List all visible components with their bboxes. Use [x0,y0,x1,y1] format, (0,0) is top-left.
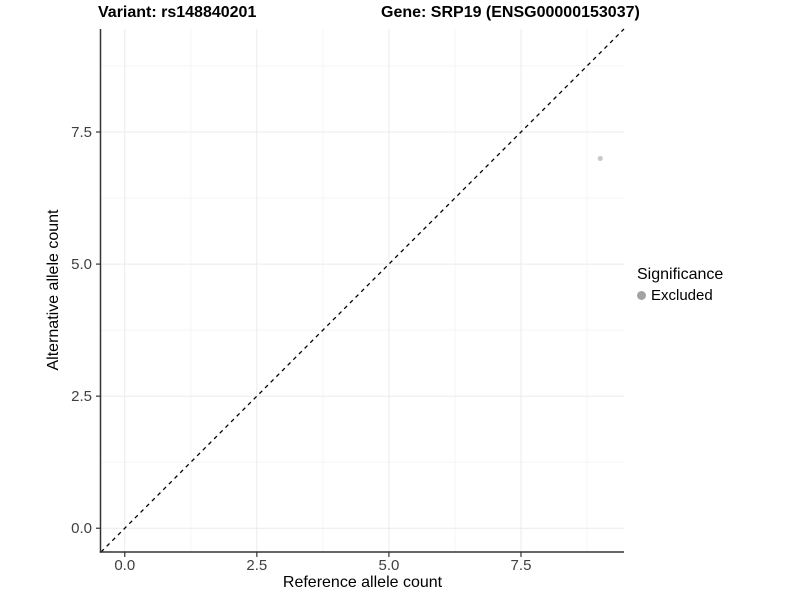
plot-title-variant: Variant: rs148840201 [98,4,257,21]
data-point [597,155,603,162]
legend-key-dot-icon [637,291,646,300]
x-tick-label: 0.0 [114,557,136,574]
x-tick-label: 2.5 [246,557,268,574]
legend-item-label: Excluded [651,287,713,304]
x-axis-title: Reference allele count [282,574,443,591]
plot-title-gene: Gene: SRP19 (ENSG00000153037) [381,4,640,21]
x-tick-label: 7.5 [510,557,532,574]
legend: Significance Excluded [637,266,723,304]
legend-title: Significance [637,266,724,283]
x-tick-label: 5.0 [378,557,400,574]
legend-items: Excluded [637,287,723,304]
y-tick-label: 0.0 [71,520,92,538]
identity-dashed-line [100,28,625,553]
y-axis-title: Alternative allele count [45,209,62,371]
legend-item: Excluded [637,287,723,304]
y-tick-label: 2.5 [71,388,92,406]
y-tick-label: 7.5 [71,124,92,141]
y-tick-label: 5.0 [71,256,92,274]
